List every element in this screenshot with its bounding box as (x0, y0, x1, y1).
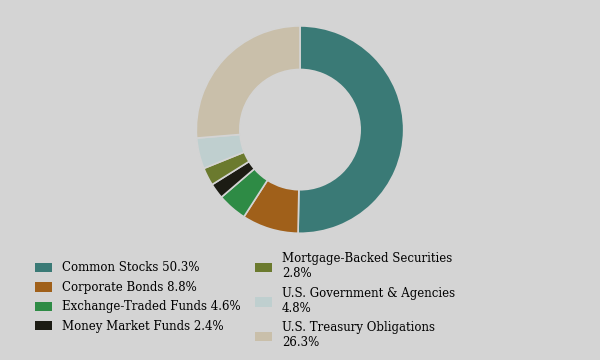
Wedge shape (298, 26, 404, 233)
Wedge shape (196, 26, 300, 138)
Wedge shape (244, 180, 299, 233)
Wedge shape (212, 162, 254, 197)
Wedge shape (221, 169, 268, 217)
Wedge shape (204, 152, 249, 185)
Wedge shape (197, 135, 244, 168)
Legend: Common Stocks 50.3%, Corporate Bonds 8.8%, Exchange-Traded Funds 4.6%, Money Mar: Common Stocks 50.3%, Corporate Bonds 8.8… (30, 248, 460, 354)
